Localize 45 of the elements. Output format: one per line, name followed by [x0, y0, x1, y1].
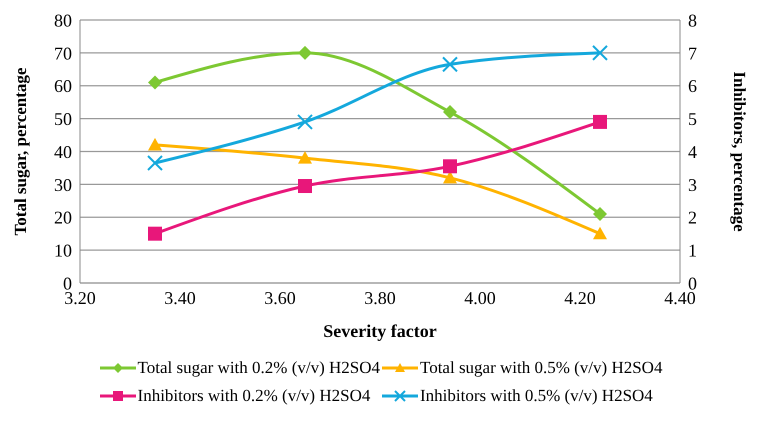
y2-tick-label: 3 — [688, 174, 697, 195]
x-tick-label: 4.20 — [564, 288, 596, 308]
y2-tick-label: 7 — [688, 43, 697, 64]
legend-label: Inhibitors with 0.5% (v/v) H2SO4 — [420, 386, 653, 406]
point — [148, 138, 162, 151]
point — [442, 56, 458, 72]
y2-tick-label: 5 — [688, 109, 697, 130]
y-tick-label: 0 — [63, 273, 72, 294]
y2-tick-label: 4 — [688, 142, 697, 162]
y-tick-label: 10 — [54, 240, 72, 261]
y-tick-label: 50 — [54, 109, 72, 130]
y-tick-label: 20 — [54, 208, 72, 228]
legend-label: Total sugar with 0.5% (v/v) H2SO4 — [420, 358, 662, 378]
point — [443, 159, 457, 174]
point — [593, 206, 607, 221]
x-tick-label: 3.40 — [164, 288, 196, 308]
point — [297, 114, 313, 130]
y2-axis-title: Inhibitors, percentage — [730, 71, 749, 232]
y-axis-title: Total sugar, percentage — [11, 67, 30, 236]
x-tick-label: 3.80 — [364, 288, 396, 308]
x-tick-label: 3.60 — [264, 288, 296, 308]
point — [147, 155, 163, 172]
point — [298, 151, 312, 164]
point — [298, 46, 312, 60]
point — [148, 226, 162, 241]
y2-tick-label: 2 — [688, 208, 697, 228]
y2-tick-label: 1 — [688, 240, 697, 261]
point — [443, 105, 457, 120]
legend-label: Total sugar with 0.2% (v/v) H2SO4 — [138, 358, 380, 378]
y2-tick-label: 6 — [688, 76, 697, 96]
y-tick-label: 60 — [54, 76, 72, 96]
y-tick-label: 30 — [54, 174, 72, 195]
y-tick-label: 40 — [54, 142, 72, 162]
x-axis-title: Severity factor — [323, 321, 437, 341]
x-tick-label: 4.00 — [464, 288, 496, 308]
point — [148, 75, 162, 90]
point — [298, 179, 312, 194]
point — [593, 226, 607, 240]
y-tick-label: 80 — [54, 10, 72, 30]
point — [593, 114, 607, 129]
y-tick-label: 70 — [54, 43, 72, 64]
y2-tick-label: 0 — [688, 273, 697, 294]
point — [592, 44, 608, 61]
y2-tick-label: 8 — [688, 10, 697, 30]
legend-label: Inhibitors with 0.2% (v/v) H2SO4 — [138, 386, 370, 406]
